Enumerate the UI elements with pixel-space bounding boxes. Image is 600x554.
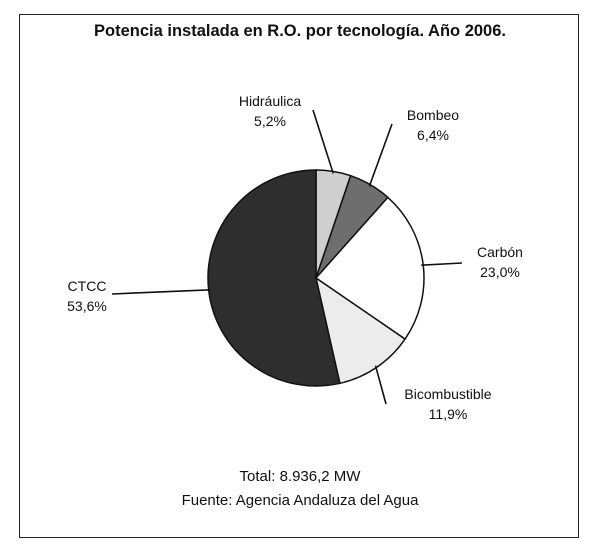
label-bombeo: Bombeo 6,4% bbox=[393, 105, 473, 145]
label-carbon: Carbón 23,0% bbox=[460, 242, 540, 282]
leader-line-ctcc bbox=[111, 288, 211, 295]
label-bombeo-value: 6,4% bbox=[417, 127, 449, 143]
label-hidraulica-value: 5,2% bbox=[254, 113, 286, 129]
chart-title: Potencia instalada en R.O. por tecnologí… bbox=[94, 22, 506, 40]
footer-total: Total: 8.936,2 MW bbox=[239, 468, 361, 485]
footer-source: Fuente: Agencia Andaluza del Agua bbox=[181, 492, 419, 509]
label-ctcc-name: CTCC bbox=[67, 278, 107, 294]
leader-line-bicombustible bbox=[374, 365, 387, 405]
label-carbon-value: 23,0% bbox=[480, 264, 520, 280]
label-bicombustible-value: 11,9% bbox=[428, 406, 468, 422]
label-ctcc: CTCC 53,6% bbox=[52, 276, 122, 316]
label-ctcc-value: 53,6% bbox=[67, 298, 107, 314]
label-carbon-name: Carbón bbox=[477, 244, 523, 260]
label-hidraulica: Hidráulica 5,2% bbox=[225, 91, 315, 131]
label-bicombustible: Bicombustible 11,9% bbox=[383, 384, 513, 424]
label-bombeo-name: Bombeo bbox=[406, 107, 460, 123]
leader-line-carbon bbox=[421, 262, 463, 267]
label-bicombustible-name: Bicombustible bbox=[404, 386, 492, 402]
leader-line-bombeo bbox=[368, 123, 393, 187]
label-hidraulica-name: Hidráulica bbox=[238, 93, 302, 109]
leader-line-hidraulica bbox=[312, 109, 334, 174]
